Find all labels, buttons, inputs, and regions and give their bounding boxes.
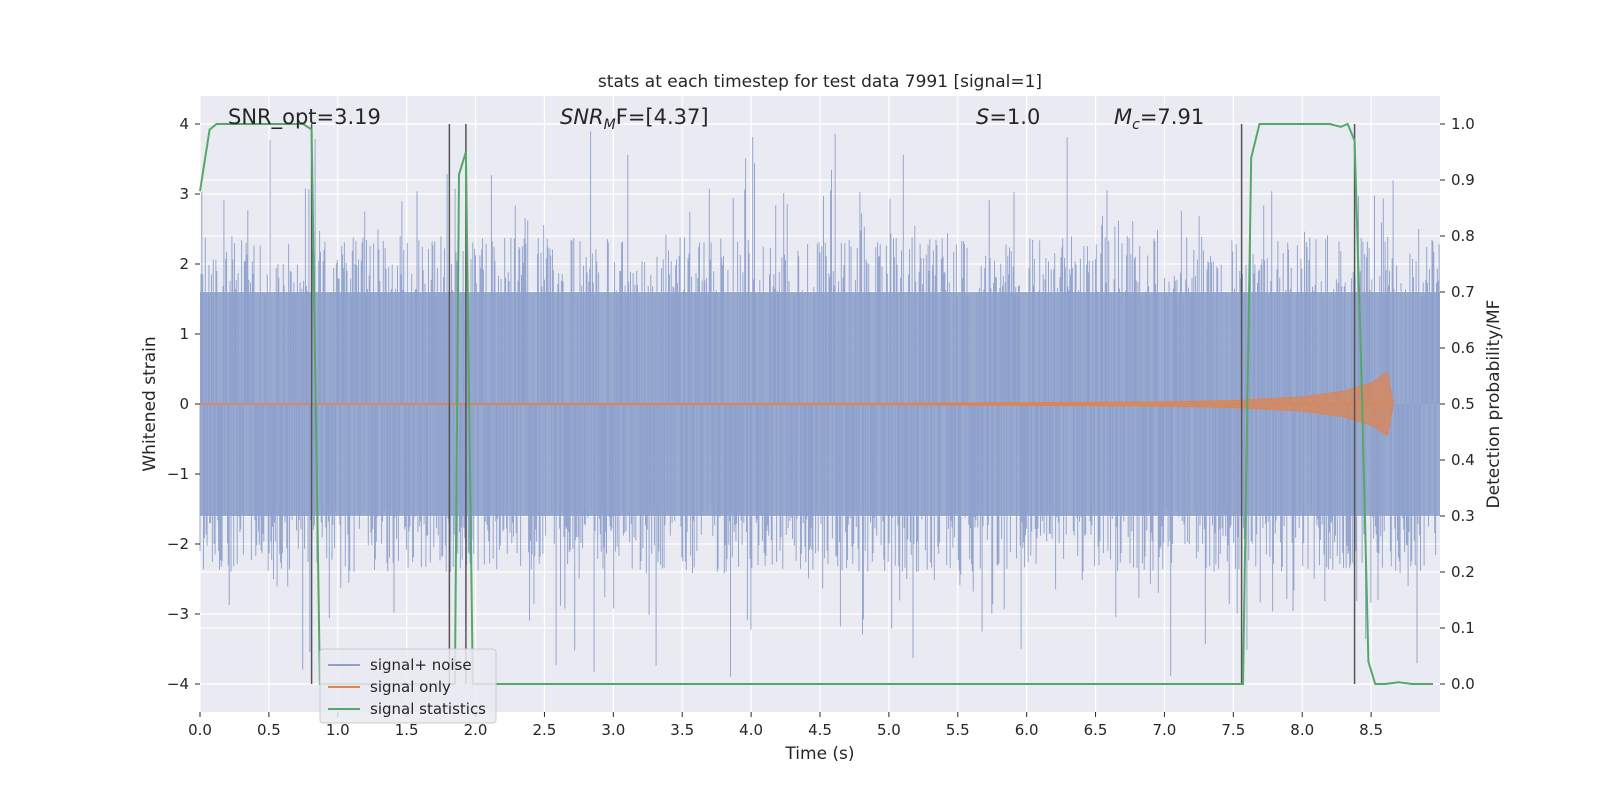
x-tick-label-15: 7.5 [1221, 721, 1245, 739]
y-tick-label-0: −4 [167, 675, 189, 693]
annotation-snr-opt: SNR_opt=3.19 [228, 105, 381, 130]
legend-label-signal-statistics: signal statistics [370, 700, 486, 718]
y-tick-label-7: 3 [179, 185, 189, 203]
legend-box [319, 648, 497, 724]
x-tick-label-5: 2.5 [533, 721, 557, 739]
y-right-tick-label-7: 0.7 [1451, 283, 1475, 301]
x-tick-label-8: 4.0 [739, 721, 763, 739]
y-right-tick-label-0: 0.0 [1451, 675, 1475, 693]
y-axis-label-right: Detection probability/MF [1484, 300, 1504, 509]
vertical-markers [310, 124, 1356, 684]
x-tick-label-6: 3.0 [601, 721, 625, 739]
y-right-tick-label-3: 0.3 [1451, 507, 1475, 525]
tick-labels: 0.0 0.5 1.0 1.5 2.0 2.5 3.0 3.5 4.0 4.5 5.0 5.5 6.0 6… [167, 115, 1475, 739]
x-tick-label-4: 2.0 [464, 721, 488, 739]
y-right-tick-label-6: 0.6 [1451, 339, 1475, 357]
x-tick-label-12: 6.0 [1015, 721, 1039, 739]
y-right-tick-label-9: 0.9 [1451, 171, 1475, 189]
x-tick-label-1: 0.5 [257, 721, 281, 739]
annotation-snr-mf: SNRMF=[4.37] [560, 105, 709, 133]
series-signal-only [199, 371, 1394, 437]
signal-statistics-line [199, 122, 1434, 685]
chart-title: stats at each timestep for test data 799… [598, 72, 1042, 92]
annotations: SNR_opt=3.19 SNRMF=[4.37] S=1.0 Mc=7.91 [228, 105, 1204, 133]
y-right-tick-label-8: 0.8 [1451, 227, 1475, 245]
y-tick-label-3: −1 [167, 465, 189, 483]
x-tick-label-16: 8.0 [1290, 721, 1314, 739]
y-right-tick-label-5: 0.5 [1451, 395, 1475, 413]
y-right-tick-label-10: 1.0 [1451, 115, 1475, 133]
legend-label-signal-plus-noise: signal+ noise [370, 656, 472, 674]
x-tick-label-17: 8.5 [1359, 721, 1383, 739]
x-axis-label: Time (s) [784, 744, 854, 764]
legend-label-signal-only: signal only [370, 678, 451, 696]
y-axis-label: Whitened strain [140, 336, 160, 471]
x-tick-label-13: 6.5 [1084, 721, 1108, 739]
y-tick-label-2: −2 [167, 535, 189, 553]
x-tick-label-3: 1.5 [395, 721, 419, 739]
x-tick-label-14: 7.0 [1153, 721, 1177, 739]
legend: signal+ noise signal only signal statist… [319, 648, 497, 724]
y-right-tick-label-1: 0.1 [1451, 619, 1475, 637]
y-tick-label-6: 2 [179, 255, 189, 273]
x-tick-label-10: 5.0 [877, 721, 901, 739]
x-tick-label-0: 0.0 [188, 721, 212, 739]
y-tick-label-1: −3 [167, 605, 189, 623]
x-tick-label-7: 3.5 [670, 721, 694, 739]
signal-plus-noise-trace [199, 131, 1440, 677]
annotation-mc: Mc=7.91 [1114, 105, 1204, 133]
y-tick-label-5: 1 [179, 325, 189, 343]
y-right-tick-label-2: 0.2 [1451, 563, 1475, 581]
y-tick-label-4: 0 [179, 395, 189, 413]
y-right-tick-label-4: 0.4 [1451, 451, 1475, 469]
x-tick-label-2: 1.0 [326, 721, 350, 739]
x-tick-label-11: 5.5 [946, 721, 970, 739]
x-tick-label-9: 4.5 [808, 721, 832, 739]
series-signal-statistics [199, 122, 1434, 685]
y-tick-label-8: 4 [179, 115, 189, 133]
annotation-s: S=1.0 [976, 105, 1040, 129]
